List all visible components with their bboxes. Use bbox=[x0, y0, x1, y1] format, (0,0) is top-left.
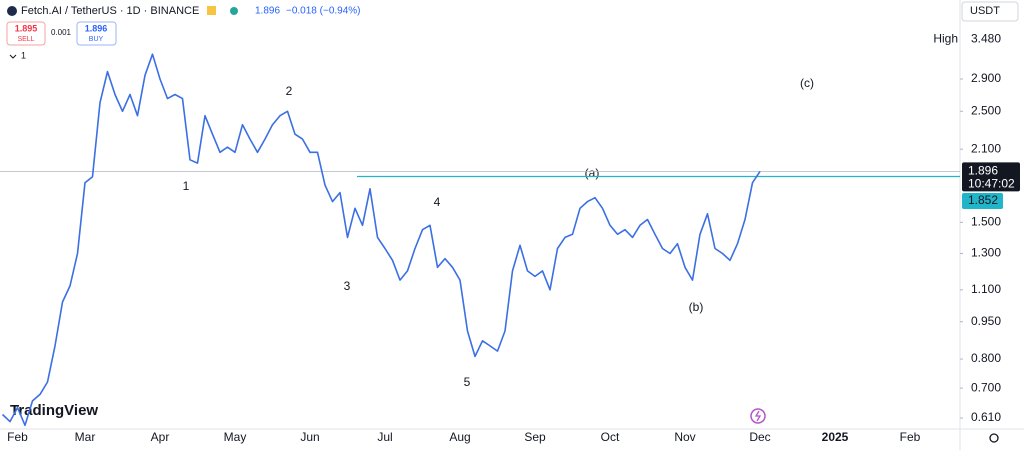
status-dot bbox=[230, 7, 238, 15]
x-tick-label: Feb bbox=[7, 430, 28, 444]
buy-button[interactable] bbox=[76, 21, 117, 46]
last-price-label: 1.896 bbox=[968, 164, 998, 178]
collapse-icon[interactable] bbox=[9, 54, 17, 59]
x-tick-label: Jul bbox=[377, 430, 392, 444]
quote: 1.896 bbox=[255, 6, 280, 17]
x-tick-label: May bbox=[224, 430, 247, 444]
wave-label: (b) bbox=[689, 300, 704, 314]
buy-label: BUY bbox=[89, 36, 104, 43]
wave-label: 1 bbox=[183, 179, 190, 193]
wave-label: 3 bbox=[344, 279, 351, 293]
wave-label: 2 bbox=[286, 84, 293, 98]
settings-icon[interactable] bbox=[989, 433, 999, 443]
x-tick-label: Aug bbox=[449, 430, 470, 444]
y-tick-label: 0.610 bbox=[971, 410, 1001, 424]
alert-bolt bbox=[754, 410, 762, 422]
wave-label: 4 bbox=[434, 195, 441, 209]
y-tick-label: 2.900 bbox=[971, 71, 1001, 85]
x-tick-label: 2025 bbox=[822, 430, 849, 444]
x-tick-label: Nov bbox=[674, 430, 695, 444]
wave-label: (c) bbox=[800, 76, 814, 90]
indicator-count: 1 bbox=[21, 50, 26, 60]
y-tick-label: 0.950 bbox=[971, 314, 1001, 328]
x-tick-label: Oct bbox=[601, 430, 620, 444]
wave-label: 5 bbox=[464, 375, 471, 389]
y-tick-label: 1.300 bbox=[971, 246, 1001, 260]
wave-label: (a) bbox=[585, 166, 600, 180]
y-tick-label: 0.800 bbox=[971, 351, 1001, 365]
y-tick-label: 2.500 bbox=[971, 103, 1001, 117]
x-tick-label: Feb bbox=[900, 430, 921, 444]
countdown: 10:47:02 bbox=[968, 177, 1015, 191]
flag-icon[interactable] bbox=[207, 6, 216, 15]
symbol-logo bbox=[7, 6, 17, 16]
x-tick-label: Dec bbox=[749, 430, 770, 444]
level-label: 1.852 bbox=[968, 193, 998, 207]
change: −0.018 (−0.94%) bbox=[286, 6, 361, 17]
high-value: 3.480 bbox=[971, 32, 1001, 46]
y-tick-label: 1.500 bbox=[971, 215, 1001, 229]
last-price-tag bbox=[962, 162, 1020, 192]
buy-price: 1.896 bbox=[85, 23, 108, 33]
sell-button[interactable] bbox=[6, 21, 46, 46]
currency-button[interactable] bbox=[961, 1, 1019, 22]
x-tick-label: Jun bbox=[300, 430, 319, 444]
sell-price: 1.895 bbox=[15, 23, 38, 33]
brand-logo: TradingView bbox=[10, 402, 98, 419]
y-tick-label: 2.100 bbox=[971, 141, 1001, 155]
spread: 0.001 bbox=[51, 28, 72, 37]
level-tag bbox=[962, 193, 1003, 209]
currency: USDT bbox=[970, 5, 1000, 17]
x-tick-label: Sep bbox=[524, 430, 546, 444]
y-tick-label: 1.100 bbox=[971, 282, 1001, 296]
price-line bbox=[1, 53, 761, 427]
x-tick-label: Apr bbox=[151, 430, 170, 444]
symbol-title: Fetch.AI / TetherUS · 1D · BINANCE bbox=[21, 5, 199, 17]
high-name: High bbox=[933, 32, 958, 46]
x-tick-label: Mar bbox=[75, 430, 96, 444]
y-tick-label: 0.700 bbox=[971, 380, 1001, 394]
sell-label: SELL bbox=[17, 36, 34, 43]
